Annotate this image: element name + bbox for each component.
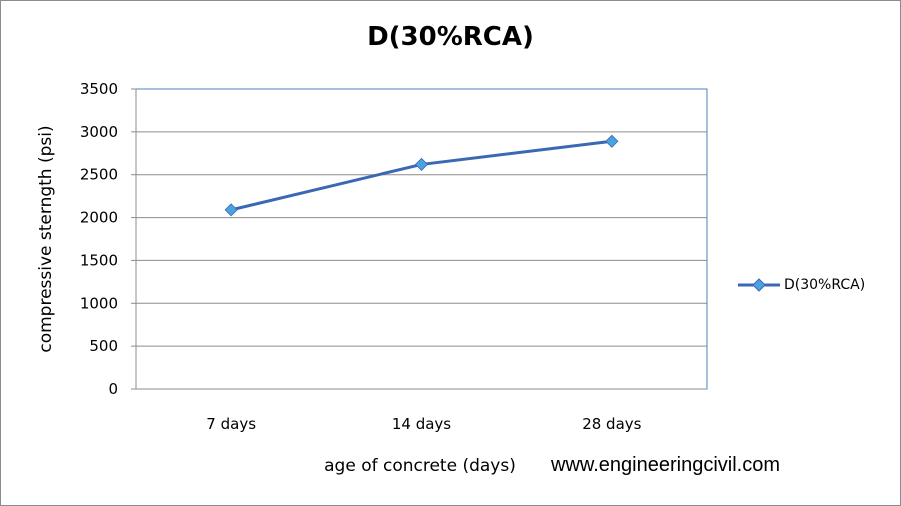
chart-title: D(30%RCA) bbox=[367, 22, 534, 52]
x-tick-label: 7 days bbox=[206, 415, 256, 433]
x-axis-label: age of concrete (days) bbox=[324, 456, 516, 476]
y-tick-label: 2000 bbox=[80, 209, 118, 227]
y-tick-label: 500 bbox=[89, 337, 118, 355]
x-tick-label: 14 days bbox=[392, 415, 451, 433]
y-tick-label: 3000 bbox=[80, 123, 118, 141]
data-point bbox=[605, 134, 619, 148]
y-tick-label: 3500 bbox=[80, 80, 118, 98]
y-tick-label: 1500 bbox=[80, 251, 118, 269]
x-tick-label: 28 days bbox=[582, 415, 641, 433]
watermark: www.engineeringcivil.com bbox=[551, 454, 780, 476]
y-tick-label: 0 bbox=[108, 380, 118, 398]
data-point bbox=[224, 203, 238, 217]
legend-label: D(30%RCA) bbox=[784, 277, 866, 293]
legend: D(30%RCA) bbox=[738, 277, 865, 293]
plot-border bbox=[135, 88, 708, 390]
y-tick-label: 2500 bbox=[80, 166, 118, 184]
data-point bbox=[414, 157, 429, 171]
y-tick-label: 1000 bbox=[80, 294, 118, 312]
legend-swatch-icon bbox=[738, 278, 780, 292]
